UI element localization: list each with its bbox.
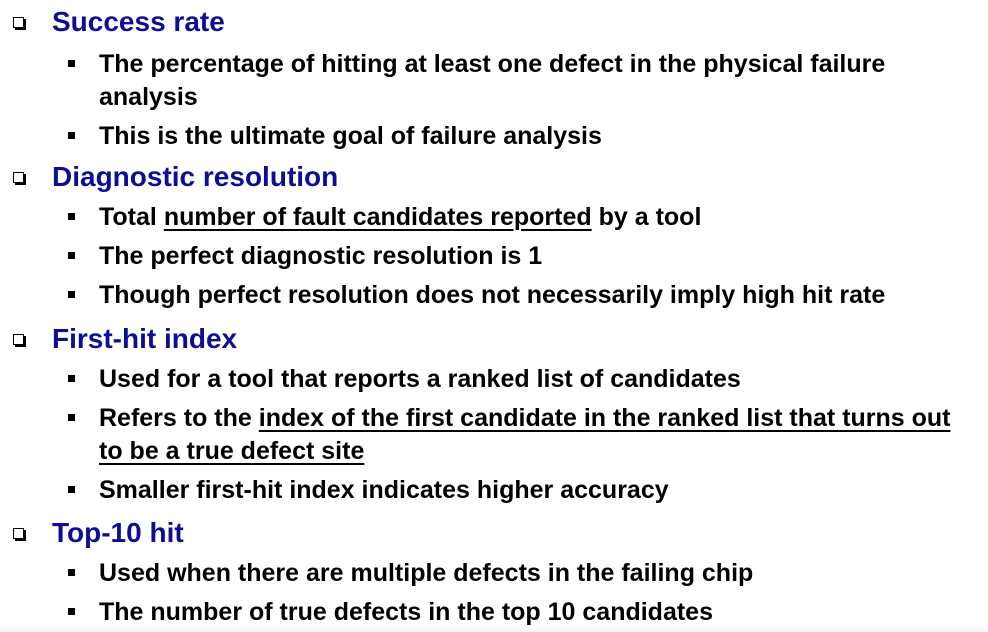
item-text: Used when there are multiple defects in …	[99, 559, 754, 587]
item-text-pre: Total	[99, 203, 164, 231]
section-heading: Success rate	[0, 3, 988, 41]
filled-square-bullet-icon	[68, 132, 75, 139]
list-item: Refers to the index of the first candida…	[0, 402, 988, 468]
item-text-underlined: index of the first candidate in the rank…	[99, 404, 951, 465]
list-item: This is the ultimate goal of failure ana…	[0, 120, 988, 153]
item-text-post: by a tool	[591, 203, 702, 231]
item-text: The percentage of hitting at least one d…	[99, 50, 886, 111]
item-text: The number of true defects in the top 10…	[99, 598, 713, 626]
filled-square-bullet-icon	[68, 486, 75, 493]
filled-square-bullet-icon	[68, 60, 75, 67]
list-item: Smaller first-hit index indicates higher…	[0, 474, 988, 507]
section-heading: First-hit index	[0, 320, 988, 358]
list-item: The number of true defects in the top 10…	[0, 596, 988, 629]
section-success-rate: Success rate The percentage of hitting a…	[0, 3, 988, 153]
section-diagnostic-resolution: Diagnostic resolution Total number of fa…	[0, 158, 988, 312]
hollow-square-bullet-icon	[13, 334, 24, 345]
filled-square-bullet-icon	[68, 569, 75, 576]
list-item: The perfect diagnostic resolution is 1	[0, 240, 988, 273]
list-item: Used when there are multiple defects in …	[0, 557, 988, 590]
section-heading: Top-10 hit	[0, 514, 988, 552]
section-title: Top-10 hit	[52, 517, 184, 548]
section-first-hit-index: First-hit index Used for a tool that rep…	[0, 320, 988, 507]
filled-square-bullet-icon	[68, 252, 75, 259]
hollow-square-bullet-icon	[13, 172, 24, 183]
item-text: Smaller first-hit index indicates higher…	[99, 476, 669, 504]
filled-square-bullet-icon	[68, 414, 75, 421]
section-top-10-hit: Top-10 hit Used when there are multiple …	[0, 514, 988, 629]
section-title: Success rate	[52, 6, 225, 37]
item-text: Though perfect resolution does not neces…	[99, 281, 886, 309]
filled-square-bullet-icon	[68, 213, 75, 220]
list-item: Used for a tool that reports a ranked li…	[0, 363, 988, 396]
list-item: Though perfect resolution does not neces…	[0, 279, 988, 312]
item-text-pre: Refers to the	[99, 404, 259, 432]
item-text-underlined: number of fault candidates reported	[163, 203, 592, 231]
list-item: The percentage of hitting at least one d…	[0, 48, 988, 114]
section-title: First-hit index	[52, 323, 238, 354]
item-text: This is the ultimate goal of failure ana…	[99, 122, 602, 150]
bottom-edge-fade	[0, 626, 988, 632]
filled-square-bullet-icon	[68, 291, 75, 298]
section-title: Diagnostic resolution	[52, 161, 339, 192]
list-item: Total number of fault candidates reporte…	[0, 201, 988, 234]
filled-square-bullet-icon	[68, 608, 75, 615]
item-text: Used for a tool that reports a ranked li…	[99, 365, 741, 393]
hollow-square-bullet-icon	[13, 17, 24, 28]
item-text: The perfect diagnostic resolution is 1	[99, 242, 543, 270]
filled-square-bullet-icon	[68, 375, 75, 382]
hollow-square-bullet-icon	[13, 528, 24, 539]
section-heading: Diagnostic resolution	[0, 158, 988, 196]
